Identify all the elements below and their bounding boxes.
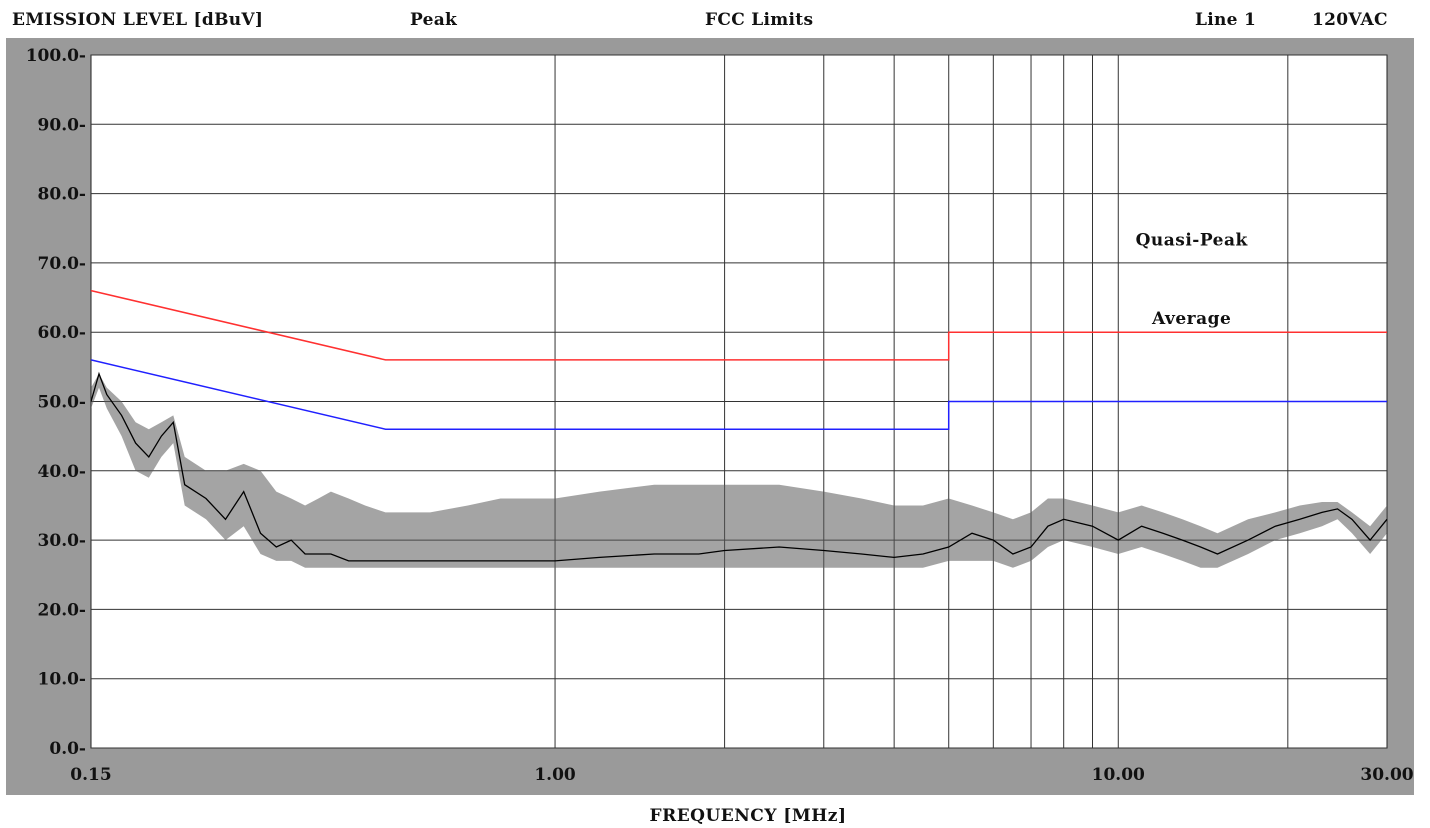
y-tick-label: 50.0- (38, 393, 86, 413)
y-tick-label: 20.0- (38, 600, 86, 620)
chart-title: FCC Limits (705, 10, 814, 30)
y-axis-ticks: 100.0- 90.0- 80.0- 70.0- 60.0- 50.0- 40.0- 30.0… (26, 46, 86, 759)
series-layer (90, 289, 1388, 568)
y-tick-label: 70.0- (38, 254, 86, 274)
y-axis-title: EMISSION LEVEL [dBuV] (12, 10, 264, 30)
y-tick-label: 80.0- (38, 185, 86, 205)
voltage-label: 120VAC (1312, 10, 1388, 30)
series-annotation: Quasi-Peak (1136, 231, 1249, 251)
y-tick-label: 0.0- (49, 739, 86, 759)
series-annotation: Average (1151, 309, 1231, 329)
y-tick-label: 40.0- (38, 462, 86, 482)
x-tick-label: 0.15 (70, 765, 111, 785)
y-tick-label: 10.0- (38, 670, 86, 690)
x-tick-label: 1.00 (534, 765, 576, 785)
line-label: Line 1 (1195, 10, 1257, 30)
y-tick-label: 30.0- (38, 531, 86, 551)
y-tick-label: 90.0- (38, 115, 86, 135)
x-axis-ticks: 0.15 1.00 10.00 30.00 (70, 765, 1413, 785)
y-tick-label: 60.0- (38, 323, 86, 343)
y-tick-label: 100.0- (26, 46, 86, 66)
quasi-peak-series-line (90, 289, 1387, 361)
detector-mode-label: Peak (410, 10, 458, 30)
x-axis-title: FREQUENCY [MHz] (650, 806, 847, 826)
annotations-layer: Quasi-Peak Average (1136, 231, 1249, 329)
x-tick-label: 10.00 (1092, 765, 1145, 785)
average-series-line (90, 359, 1387, 430)
peak-series-line (90, 371, 1388, 562)
x-tick-label: 30.00 (1360, 765, 1413, 785)
